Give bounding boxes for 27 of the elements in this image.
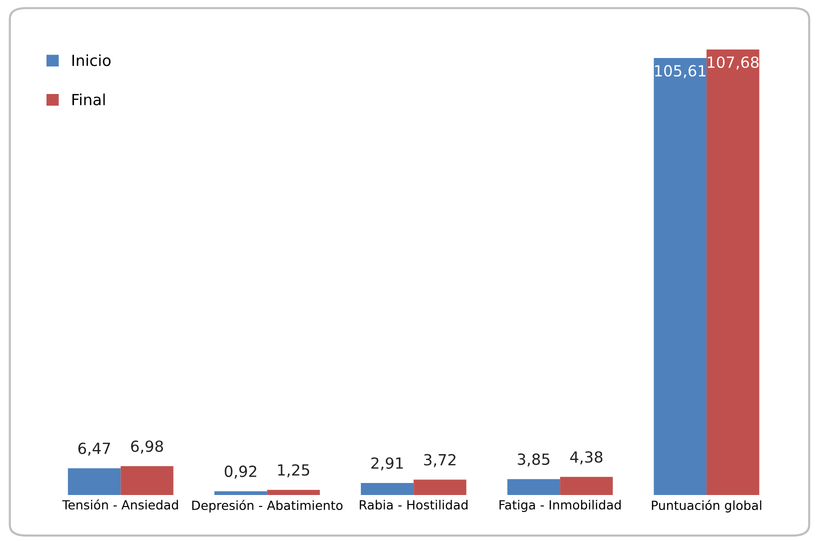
legend-label: Inicio	[72, 54, 111, 66]
bar	[120, 466, 174, 496]
data-label: 4,38	[570, 451, 602, 464]
x-tick-label: Puntuación global	[652, 500, 762, 512]
bar	[214, 491, 268, 496]
data-label: 3,72	[424, 454, 456, 468]
data-label: 6,98	[131, 440, 163, 454]
bar	[654, 58, 707, 496]
x-tick-label: Tensión - Ansiedad	[62, 499, 178, 510]
x-tick-label: Depresión - Abatimiento	[192, 500, 343, 512]
bar	[507, 479, 560, 496]
legend-label: Final	[72, 94, 105, 106]
bar	[560, 476, 613, 496]
bar	[267, 490, 320, 496]
data-label: 107,68	[708, 56, 759, 70]
data-label: 0,92	[224, 466, 256, 479]
data-label: 2,91	[371, 457, 403, 470]
bar	[360, 482, 414, 496]
data-label: 6,47	[78, 442, 110, 456]
bar	[706, 49, 760, 496]
bar	[414, 480, 466, 496]
data-label: 105,61	[655, 65, 706, 78]
x-tick-label: Rabia - Hostilidad	[360, 500, 468, 510]
data-label: 3,85	[518, 453, 550, 467]
bar	[68, 468, 121, 496]
x-tick-label: Fatiga - Inmobilidad	[500, 500, 621, 512]
data-label: 1,25	[278, 464, 310, 478]
